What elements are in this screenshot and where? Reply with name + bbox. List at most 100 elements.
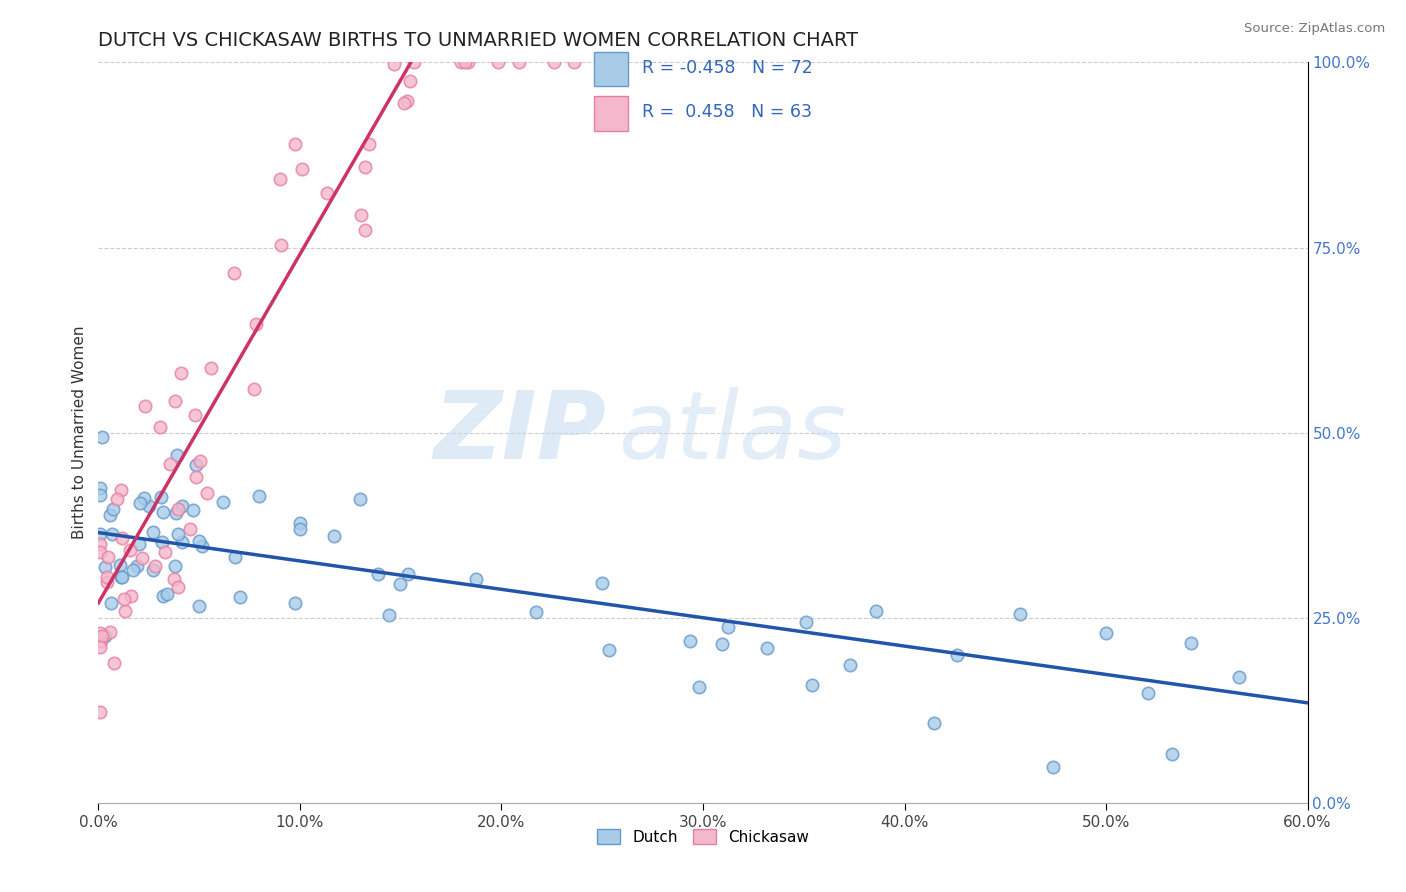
Text: ZIP: ZIP bbox=[433, 386, 606, 479]
Point bbox=[166, 448, 188, 462]
Point bbox=[152, 505, 174, 519]
Point bbox=[290, 161, 312, 176]
Point bbox=[89, 545, 111, 559]
Point bbox=[149, 420, 172, 434]
Point bbox=[90, 430, 112, 444]
Point bbox=[97, 549, 120, 564]
Point bbox=[755, 641, 778, 656]
Point bbox=[142, 563, 165, 577]
Point bbox=[110, 483, 132, 498]
Point bbox=[464, 572, 486, 586]
Point bbox=[1010, 607, 1032, 621]
Point bbox=[290, 522, 312, 536]
Point bbox=[245, 318, 267, 332]
Text: DUTCH VS CHICKASAW BIRTHS TO UNMARRIED WOMEN CORRELATION CHART: DUTCH VS CHICKASAW BIRTHS TO UNMARRIED W… bbox=[98, 30, 859, 50]
Point bbox=[396, 566, 419, 581]
Point bbox=[591, 576, 613, 591]
Point bbox=[98, 508, 121, 522]
Point bbox=[96, 575, 118, 590]
Point bbox=[98, 625, 121, 640]
Point bbox=[190, 454, 212, 468]
Point bbox=[290, 516, 312, 530]
Point bbox=[800, 678, 823, 692]
Point bbox=[353, 223, 375, 237]
Point bbox=[211, 495, 233, 509]
Point bbox=[184, 408, 207, 422]
Point bbox=[688, 680, 710, 694]
Point bbox=[170, 366, 193, 380]
Point bbox=[396, 94, 419, 108]
Point bbox=[922, 716, 945, 731]
Point bbox=[167, 580, 190, 594]
Text: Source: ZipAtlas.com: Source: ZipAtlas.com bbox=[1244, 22, 1385, 36]
Point bbox=[284, 137, 307, 152]
FancyBboxPatch shape bbox=[593, 95, 628, 130]
Point bbox=[946, 648, 969, 662]
Point bbox=[89, 705, 111, 719]
Point bbox=[162, 572, 184, 586]
Point bbox=[111, 531, 134, 545]
Point bbox=[247, 489, 270, 503]
Point bbox=[543, 55, 565, 70]
Point bbox=[89, 640, 111, 654]
Point bbox=[152, 535, 174, 549]
Point bbox=[90, 633, 112, 648]
Point bbox=[167, 502, 190, 516]
Point bbox=[184, 469, 207, 483]
Point bbox=[112, 592, 135, 607]
Point bbox=[103, 656, 125, 670]
Point bbox=[163, 394, 186, 409]
Point bbox=[350, 208, 373, 222]
Point bbox=[94, 629, 117, 643]
Point bbox=[149, 490, 172, 504]
Point bbox=[159, 457, 181, 471]
Point bbox=[600, 55, 623, 70]
Point bbox=[179, 522, 201, 536]
Point bbox=[170, 500, 193, 514]
Point bbox=[152, 589, 174, 603]
Point bbox=[1227, 670, 1250, 684]
Point bbox=[609, 55, 631, 70]
Point bbox=[132, 491, 155, 506]
Point bbox=[322, 529, 344, 543]
Point bbox=[89, 481, 111, 495]
Point bbox=[103, 501, 125, 516]
Point bbox=[284, 596, 307, 610]
Point bbox=[108, 558, 131, 572]
Y-axis label: Births to Unmarried Women: Births to Unmarried Women bbox=[72, 326, 87, 540]
Point bbox=[187, 534, 209, 549]
Point bbox=[195, 486, 218, 500]
Point bbox=[89, 537, 111, 551]
Point bbox=[122, 563, 145, 577]
Point bbox=[229, 590, 252, 604]
Point bbox=[524, 605, 547, 619]
Point bbox=[270, 237, 292, 252]
Point bbox=[399, 74, 422, 88]
Point bbox=[181, 502, 204, 516]
Text: R = -0.458   N = 72: R = -0.458 N = 72 bbox=[643, 59, 813, 77]
Point bbox=[378, 607, 401, 622]
Point bbox=[269, 172, 291, 186]
Point bbox=[134, 399, 156, 413]
Point bbox=[200, 361, 222, 376]
Point bbox=[605, 55, 627, 70]
Point bbox=[107, 491, 129, 506]
Point bbox=[394, 95, 416, 110]
Point bbox=[114, 604, 136, 618]
Point bbox=[128, 537, 150, 551]
Point bbox=[508, 55, 530, 70]
Point bbox=[96, 570, 118, 584]
Point bbox=[1137, 685, 1160, 699]
Point bbox=[486, 55, 509, 70]
Point bbox=[865, 604, 887, 618]
Point bbox=[1161, 747, 1184, 761]
Point bbox=[101, 526, 124, 541]
Point bbox=[598, 643, 620, 657]
Point bbox=[353, 160, 375, 174]
Point bbox=[388, 576, 411, 591]
Point bbox=[450, 55, 472, 70]
Point bbox=[1042, 760, 1064, 774]
Point bbox=[153, 545, 176, 559]
Point bbox=[120, 543, 142, 558]
Point bbox=[170, 535, 193, 549]
